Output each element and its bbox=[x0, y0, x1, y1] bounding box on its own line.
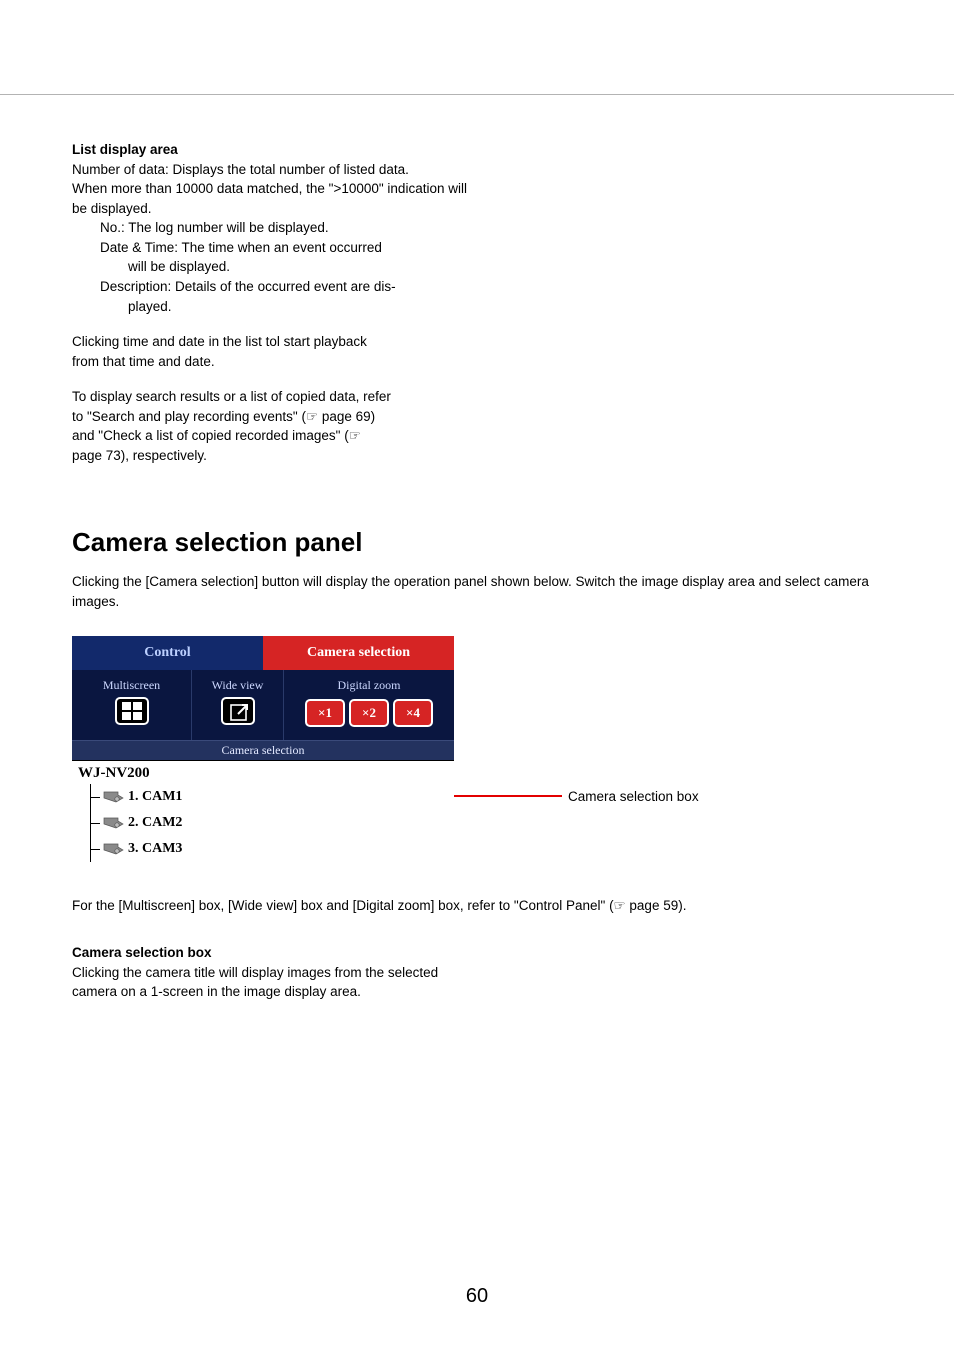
tree-item-cam1[interactable]: 1. CAM1 bbox=[78, 784, 448, 810]
zoom-x1-button[interactable]: ×1 bbox=[305, 699, 345, 727]
page-number: 60 bbox=[0, 1285, 954, 1308]
list-item: Date & Time: The time when an event occu… bbox=[72, 238, 472, 258]
wideview-button[interactable] bbox=[221, 697, 255, 725]
tree-item-cam3[interactable]: 3. CAM3 bbox=[78, 836, 448, 862]
camera-icon bbox=[102, 840, 124, 858]
left-column: List display area Number of data: Displa… bbox=[72, 140, 472, 465]
body-text: Number of data: Displays the total numbe… bbox=[72, 160, 472, 180]
body-text: and "Check a list of copied recorded ima… bbox=[72, 426, 472, 446]
left-column-bottom: Camera selection box Clicking the camera… bbox=[72, 943, 472, 1002]
tree-root[interactable]: WJ-NV200 bbox=[78, 765, 448, 782]
multiscreen-button[interactable] bbox=[115, 697, 149, 725]
list-display-heading: List display area bbox=[72, 140, 472, 160]
body-text: Clicking the camera title will display i… bbox=[72, 963, 472, 1002]
digitalzoom-group: Digital zoom ×1 ×2 ×4 bbox=[284, 670, 454, 740]
wideview-label: Wide view bbox=[196, 676, 279, 697]
expand-icon bbox=[230, 704, 250, 722]
page-content: List display area Number of data: Displa… bbox=[72, 140, 882, 1002]
list-item: No.: The log number will be displayed. bbox=[72, 218, 472, 238]
wideview-group: Wide view bbox=[192, 670, 284, 740]
zoom-x4-button[interactable]: ×4 bbox=[393, 699, 433, 727]
tree-item-cam2[interactable]: 2. CAM2 bbox=[78, 810, 448, 836]
callout-text: Camera selection box bbox=[562, 789, 699, 804]
body-text: from that time and date. bbox=[72, 352, 472, 372]
digitalzoom-label: Digital zoom bbox=[288, 676, 450, 697]
list-item-cont: played. bbox=[72, 297, 472, 317]
callout: Camera selection box bbox=[454, 789, 699, 868]
tree-branch-icon bbox=[84, 784, 100, 810]
body-text: to "Search and play recording events" (☞… bbox=[72, 407, 472, 427]
body-text: When more than 10000 data matched, the "… bbox=[72, 179, 472, 218]
camera-icon bbox=[102, 814, 124, 832]
camera-selection-box-heading: Camera selection box bbox=[72, 943, 472, 963]
tree-branch-icon bbox=[84, 810, 100, 836]
tree-branch-icon bbox=[84, 836, 100, 862]
tree-label: 2. CAM2 bbox=[128, 815, 182, 831]
callout-line bbox=[454, 795, 562, 797]
zoom-x2-button[interactable]: ×2 bbox=[349, 699, 389, 727]
list-item: Description: Details of the occurred eve… bbox=[72, 277, 472, 297]
below-panel-text: For the [Multiscreen] box, [Wide view] b… bbox=[72, 896, 882, 916]
section-intro: Clicking the [Camera selection] button w… bbox=[72, 572, 882, 611]
camera-tree: WJ-NV200 1. CAM1 bbox=[72, 761, 454, 868]
list-item-cont: will be displayed. bbox=[72, 257, 472, 277]
panel-with-callout: Control Camera selection Multiscreen Wid… bbox=[72, 636, 882, 868]
body-text: Clicking time and date in the list tol s… bbox=[72, 332, 472, 352]
tab-control[interactable]: Control bbox=[72, 636, 263, 670]
top-divider bbox=[0, 94, 954, 95]
panel-toolbar: Multiscreen Wide view bbox=[72, 670, 454, 740]
panel-tabs: Control Camera selection bbox=[72, 636, 454, 670]
section-title: Camera selection panel bbox=[72, 527, 882, 558]
camera-selection-panel: Control Camera selection Multiscreen Wid… bbox=[72, 636, 454, 868]
multiscreen-label: Multiscreen bbox=[76, 676, 187, 697]
body-text: page 73), respectively. bbox=[72, 446, 472, 466]
tree-label: 3. CAM3 bbox=[128, 841, 182, 857]
body-text: To display search results or a list of c… bbox=[72, 387, 472, 407]
camera-icon bbox=[102, 788, 124, 806]
camera-selection-header: Camera selection bbox=[72, 740, 454, 761]
tab-camera-selection[interactable]: Camera selection bbox=[263, 636, 454, 670]
multiscreen-group: Multiscreen bbox=[72, 670, 192, 740]
tree-label: 1. CAM1 bbox=[128, 789, 182, 805]
